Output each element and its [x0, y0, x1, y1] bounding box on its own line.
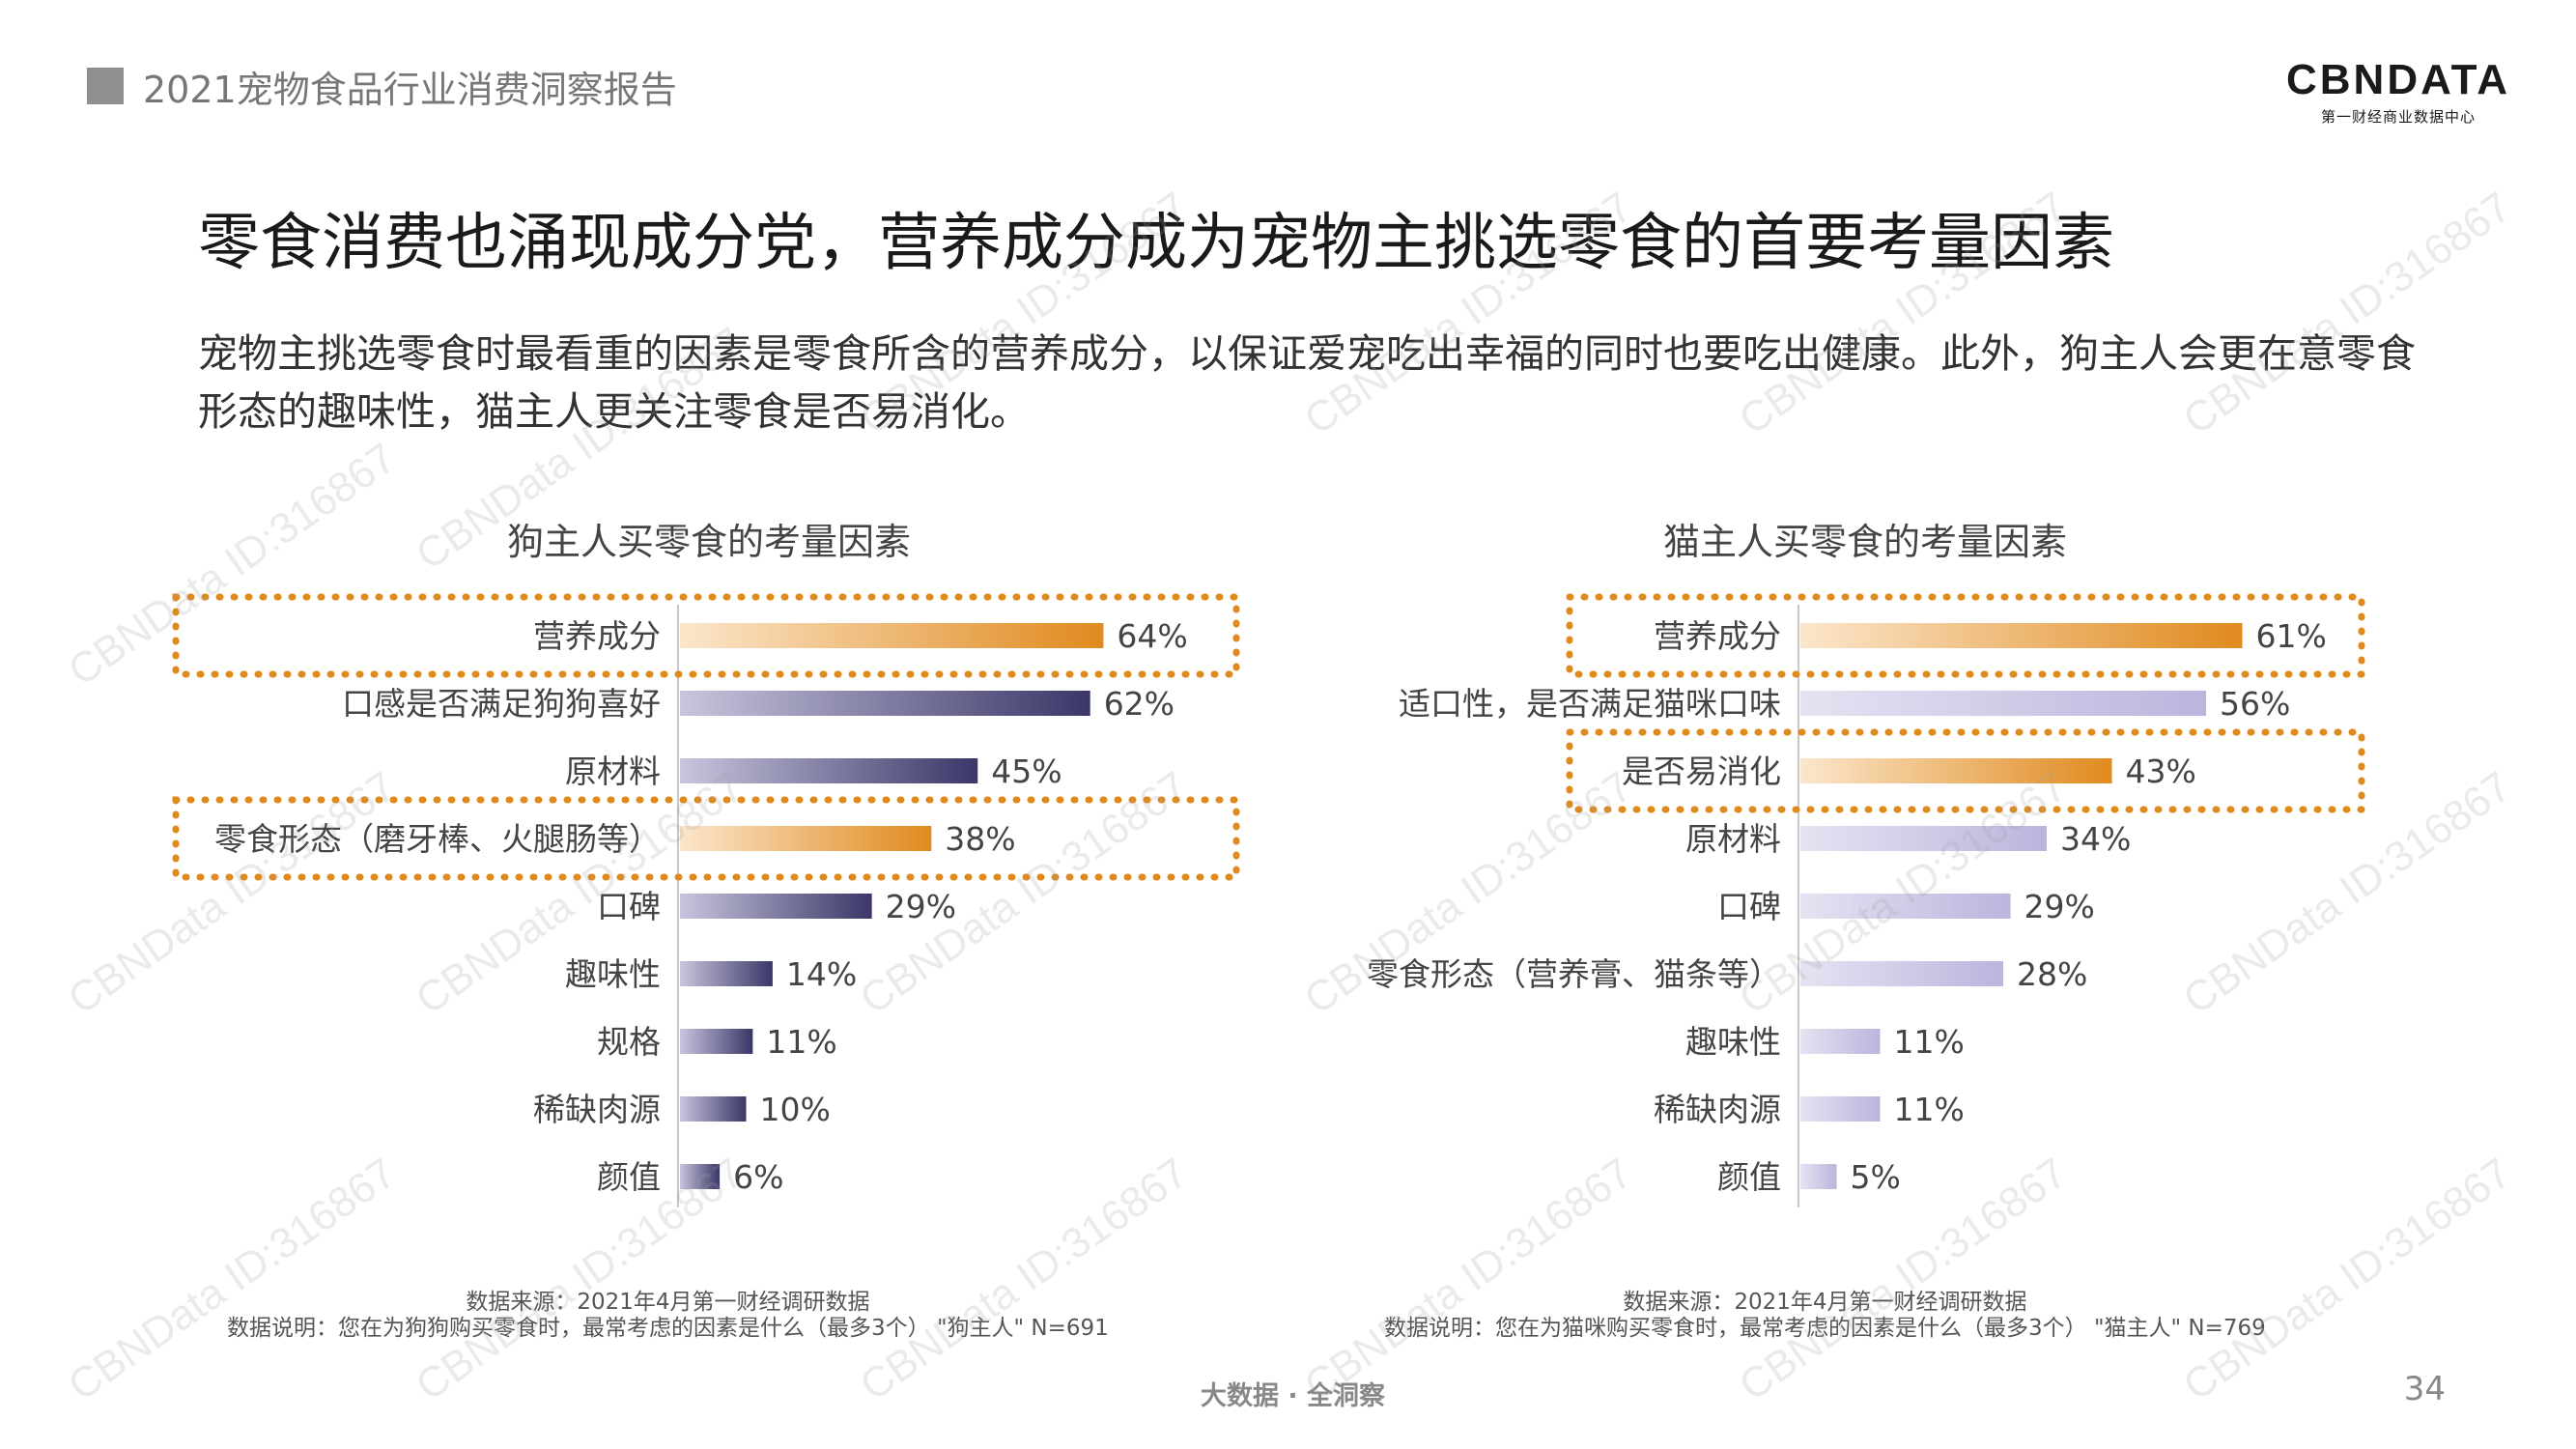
- dog-value-label: 6%: [733, 1158, 783, 1196]
- cat-bar: [1800, 961, 2003, 986]
- dog-source: 数据来源：2021年4月第一财经调研数据: [466, 1290, 870, 1315]
- cbndata-logo: CBNDATA 第一财经商业数据中心: [2286, 56, 2510, 127]
- cat-category-label: 是否易消化: [1622, 753, 1781, 790]
- cat-bar: [1800, 826, 2047, 851]
- report-title: 2021宠物食品行业消费洞察报告: [143, 69, 677, 111]
- dog-value-label: 38%: [945, 820, 1015, 858]
- dog-bar: [680, 758, 978, 783]
- dog-highlight-box: [172, 796, 1240, 881]
- cat-bar: [1800, 1096, 1881, 1122]
- dog-category-label: 口碑: [597, 888, 661, 925]
- dog-bar: [680, 623, 1104, 648]
- dog-highlight-box: [172, 593, 1240, 678]
- dog-category-label: 规格: [597, 1023, 661, 1061]
- cat-value-label: 43%: [2126, 753, 2196, 790]
- cat-category-label: 口碑: [1717, 888, 1781, 925]
- dog-category-label: 口感是否满足狗狗喜好: [342, 685, 661, 723]
- dog-value-label: 10%: [760, 1091, 831, 1128]
- cat-value-label: 5%: [1851, 1158, 1901, 1196]
- cat-bar: [1800, 894, 2011, 919]
- dog-note: 数据说明：您在为狗狗购买零食时，最常考虑的因素是什么（最多3个） "狗主人" N…: [227, 1316, 1109, 1341]
- dog-chart-title: 狗主人买零食的考量因素: [507, 521, 912, 563]
- dog-category-label: 原材料: [565, 753, 661, 790]
- cat-source-block: 数据来源：2021年4月第一财经调研数据 数据说明：您在为猫咪购买零食时，最常考…: [1384, 1290, 2266, 1342]
- dog-bar: [680, 961, 773, 986]
- cat-category-label: 零食形态（营养膏、猫条等）: [1367, 955, 1781, 993]
- cat-category-label: 颜值: [1717, 1158, 1781, 1196]
- cat-bar: [1800, 1164, 1837, 1189]
- cat-value-label: 61%: [2256, 617, 2327, 655]
- logo-subtitle: 第一财经商业数据中心: [2320, 108, 2476, 126]
- logo-text: CBNDATA: [2286, 56, 2510, 103]
- dog-bar: [680, 1029, 753, 1054]
- cat-value-label: 11%: [1894, 1023, 1965, 1061]
- dog-value-label: 29%: [886, 888, 956, 925]
- cat-category-label: 原材料: [1685, 820, 1781, 858]
- cat-value-label: 28%: [2017, 955, 2087, 993]
- dog-bar: [680, 826, 932, 851]
- cat-bar: [1800, 1029, 1881, 1054]
- cat-value-label: 56%: [2220, 685, 2290, 723]
- dog-category-label: 趣味性: [565, 955, 661, 993]
- cat-category-label: 趣味性: [1685, 1023, 1781, 1061]
- dog-value-label: 62%: [1104, 685, 1175, 723]
- dog-source-block: 数据来源：2021年4月第一财经调研数据 数据说明：您在为狗狗购买零食时，最常考…: [227, 1290, 1109, 1342]
- dog-category-label: 营养成分: [533, 617, 661, 655]
- cat-bar: [1800, 623, 2243, 648]
- dog-value-label: 64%: [1117, 617, 1187, 655]
- cat-value-label: 29%: [2024, 888, 2095, 925]
- cat-value-label: 34%: [2060, 820, 2131, 858]
- page-number: 34: [2403, 1370, 2446, 1408]
- cat-chart-title: 猫主人买零食的考量因素: [1663, 521, 2068, 563]
- header-square: [87, 68, 124, 104]
- cat-source: 数据来源：2021年4月第一财经调研数据: [1623, 1290, 2027, 1315]
- page-headline: 零食消费也涌现成分党，营养成分成为宠物主挑选零食的首要考量因素: [198, 208, 2114, 279]
- cat-bar: [1800, 691, 2206, 716]
- dog-bar: [680, 1096, 747, 1122]
- dog-bar: [680, 1164, 721, 1189]
- footer-tagline: 大数据 · 全洞察: [1201, 1381, 1386, 1411]
- dog-category-label: 颜值: [597, 1158, 661, 1196]
- dog-bar: [680, 691, 1090, 716]
- cat-category-label: 稀缺肉源: [1654, 1091, 1781, 1128]
- dog-bar: [680, 894, 872, 919]
- dog-value-label: 14%: [786, 955, 857, 993]
- dog-category-label: 零食形态（磨牙棒、火腿肠等）: [214, 820, 661, 858]
- cat-value-label: 11%: [1894, 1091, 1965, 1128]
- cat-note: 数据说明：您在为猫咪购买零食时，最常考虑的因素是什么（最多3个） "猫主人" N…: [1384, 1316, 2266, 1341]
- dog-category-label: 稀缺肉源: [533, 1091, 661, 1128]
- dog-value-label: 45%: [991, 753, 1062, 790]
- cat-bar: [1800, 758, 2112, 783]
- dog-value-label: 11%: [766, 1023, 836, 1061]
- page-description: 宠物主挑选零食时最看重的因素是零食所含的营养成分，以保证爱宠吃出幸福的同时也要吃…: [198, 330, 2416, 435]
- cat-category-label: 适口性，是否满足猫咪口味: [1399, 685, 1781, 723]
- cat-category-label: 营养成分: [1654, 617, 1781, 655]
